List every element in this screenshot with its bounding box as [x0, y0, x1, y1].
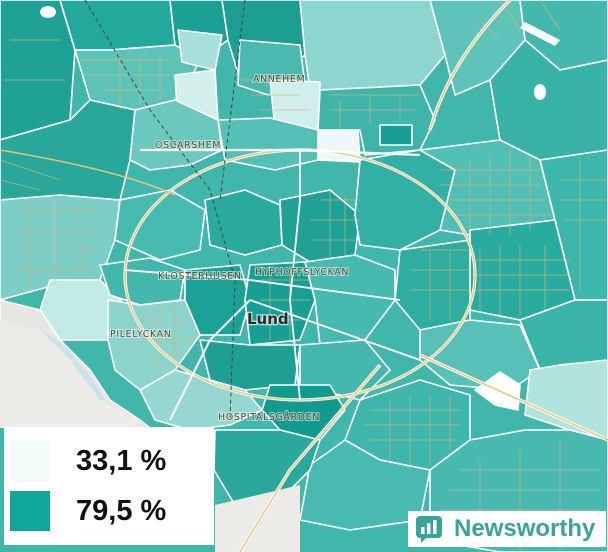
district[interactable]	[524, 359, 608, 441]
label-hyphoffslyckan: HYPHOFFSLYCKAN	[255, 267, 349, 278]
pond	[520, 22, 560, 46]
legend-row-max: 79,5 %	[10, 491, 210, 531]
district[interactable]	[299, 439, 431, 531]
label-pilelyckan: PILELYCKAN	[110, 329, 171, 340]
legend-value-min: 33,1 %	[76, 445, 167, 477]
newsworthy-logo-icon	[416, 516, 442, 543]
district[interactable]	[379, 124, 413, 146]
railway	[84, 0, 246, 421]
district[interactable]	[213, 429, 321, 506]
district[interactable]	[304, 254, 396, 346]
stream	[70, 360, 105, 403]
district[interactable]	[299, 0, 446, 96]
pond	[40, 6, 56, 18]
legend-swatch-max	[10, 491, 50, 531]
label-annehem: ANNEHEM	[253, 74, 305, 85]
unshaded-land	[215, 485, 300, 552]
brand-name: Newsworthy	[454, 515, 596, 542]
district[interactable]	[139, 369, 263, 431]
district[interactable]	[217, 117, 319, 171]
label-city-lund: Lund	[247, 310, 289, 328]
legend: 33,1 % 79,5 %	[4, 427, 214, 545]
unshaded-land	[0, 320, 140, 428]
legend-value-max: 79,5 %	[76, 495, 167, 527]
pond	[534, 84, 546, 100]
district[interactable]	[129, 99, 223, 171]
legend-row-min: 33,1 %	[10, 441, 210, 481]
legend-swatch-min	[10, 441, 50, 481]
district[interactable]	[59, 0, 176, 51]
label-hospitalsgarden: HOSPITALSGÅRDEN	[218, 411, 320, 423]
brand-badge[interactable]: Newsworthy	[408, 511, 606, 547]
label-oscarshem: OSCARSHEM	[155, 140, 221, 151]
label-klosterhusen: KLOSTERHUSEN	[158, 271, 242, 282]
district[interactable]	[0, 0, 76, 141]
